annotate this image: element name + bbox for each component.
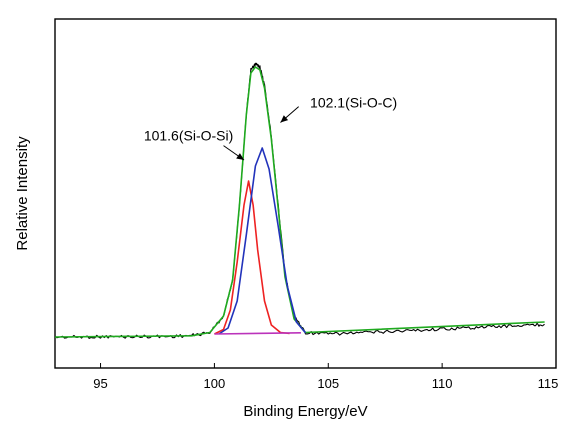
x-axis-ticks: 95 100 105 110 115 [93,363,558,391]
x-tick-label: 110 [432,376,453,391]
annotation-label-2: 102.1(Si-O-C) [310,95,397,111]
series-line-3 [214,180,290,335]
x-axis-title: Binding Energy/eV [243,403,367,420]
series-line-5 [214,332,301,335]
x-tick-label: 95 [93,376,107,391]
annotations: 101.6(Si-O-Si) 102.1(Si-O-C) [144,95,397,161]
x-tick-label: 105 [317,376,339,391]
series-line-2 [54,66,545,338]
series-line-4 [218,147,307,335]
annotation-arrowhead-2 [280,115,289,123]
annotation-arrowhead-1 [236,153,245,160]
y-axis-title: Relative Intensity [14,136,31,251]
plot-frame [54,18,557,369]
annotation-label-1: 101.6(Si-O-Si) [144,128,233,144]
series-layer [54,62,545,339]
series-line-1 [54,62,545,339]
x-tick-label: 100 [204,376,226,391]
x-tick-label: 115 [538,376,559,391]
